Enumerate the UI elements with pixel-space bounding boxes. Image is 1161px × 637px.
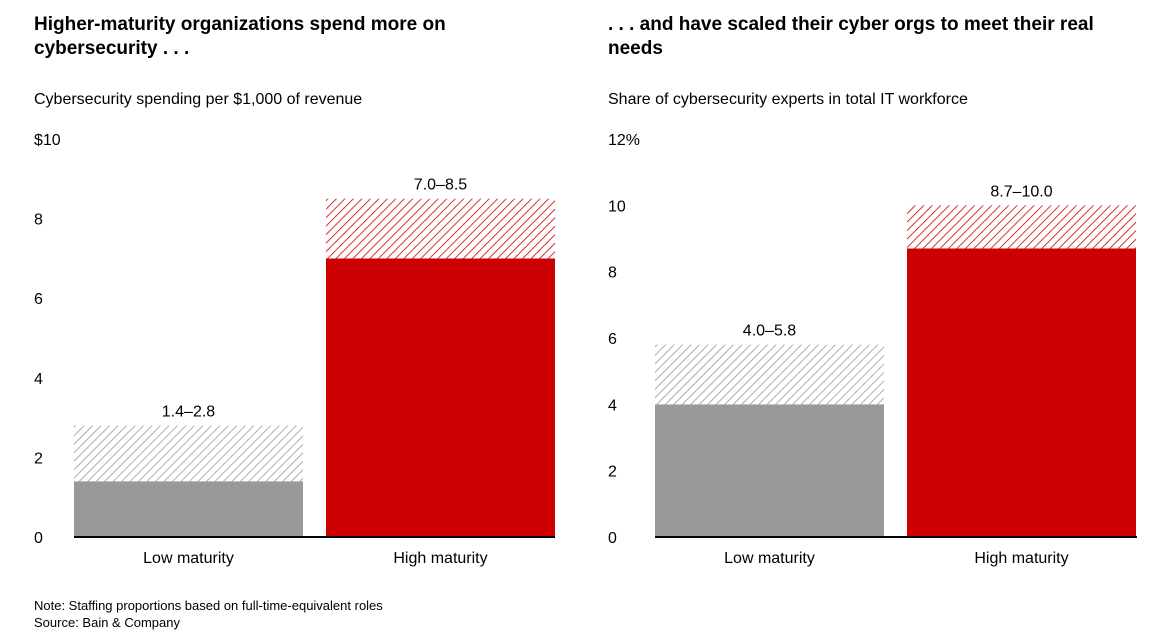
right-data-label: 4.0–5.8	[743, 323, 796, 340]
left-y-tick-label: 8	[34, 212, 43, 229]
chart-layer: 0 2 4 6 8 $10 1.4–2.8 Low maturity 7.0–8.5 High m…	[34, 132, 1137, 567]
right-category-label: High maturity	[974, 550, 1068, 567]
right-y-tick-label: 4	[608, 397, 617, 414]
right-bar-range-low	[655, 344, 884, 405]
left-category-label: Low maturity	[143, 550, 234, 567]
left-chart-title: Higher-maturity organizations spend more…	[34, 14, 446, 59]
left-category-label: High maturity	[393, 550, 487, 567]
left-chart-subtitle: Cybersecurity spending per $1,000 of rev…	[34, 91, 363, 108]
left-data-label: 1.4–2.8	[162, 404, 215, 421]
left-bar-range-high	[326, 198, 555, 259]
right-category-label: Low maturity	[724, 550, 815, 567]
right-bar-range-high	[907, 205, 1136, 249]
left-y-tick-label: 4	[34, 371, 43, 388]
right-bar-base-low	[655, 404, 884, 537]
left-bar-base-high	[326, 258, 555, 537]
right-y-tick-label: 2	[608, 464, 617, 481]
left-y-tick-label: 6	[34, 291, 43, 308]
left-data-label: 7.0–8.5	[414, 177, 467, 194]
right-y-tick-label: 10	[608, 198, 626, 215]
left-y-tick-label: 2	[34, 450, 43, 467]
footnote-note: Note: Staffing proportions based on full…	[34, 598, 383, 613]
left-y-tick-label: 0	[34, 530, 43, 547]
left-y-tick-label: $10	[34, 132, 61, 149]
right-y-tick-label: 6	[608, 331, 617, 348]
right-data-label: 8.7–10.0	[990, 183, 1052, 200]
right-y-tick-label: 8	[608, 265, 617, 282]
right-chart-title: . . . and have scaled their cyber orgs t…	[608, 14, 1094, 59]
right-chart-subtitle: Share of cybersecurity experts in total …	[608, 91, 968, 108]
left-bar-base-low	[74, 481, 303, 537]
footnote-source: Source: Bain & Company	[34, 615, 180, 630]
left-bar-range-low	[74, 425, 303, 482]
right-y-tick-label: 12%	[608, 132, 640, 149]
right-bar-base-high	[907, 248, 1136, 537]
right-y-tick-label: 0	[608, 530, 617, 547]
